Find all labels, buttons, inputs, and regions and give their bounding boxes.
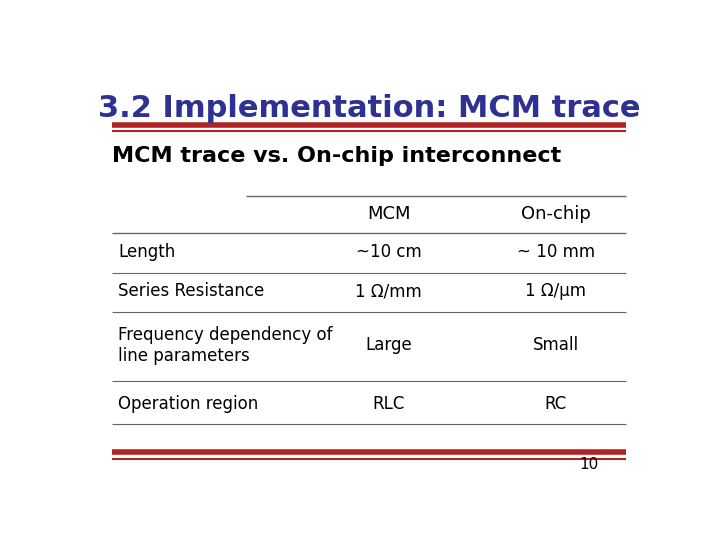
Text: 10: 10	[580, 457, 599, 472]
Text: Small: Small	[533, 336, 579, 354]
Text: 3.2 Implementation: MCM trace: 3.2 Implementation: MCM trace	[98, 94, 640, 123]
Text: MCM trace vs. On-chip interconnect: MCM trace vs. On-chip interconnect	[112, 146, 562, 166]
Text: Length: Length	[118, 243, 175, 261]
Text: Frequency dependency of
line parameters: Frequency dependency of line parameters	[118, 326, 333, 365]
Text: RC: RC	[545, 395, 567, 413]
Text: ~ 10 mm: ~ 10 mm	[517, 243, 595, 261]
Text: Operation region: Operation region	[118, 395, 258, 413]
Text: Series Resistance: Series Resistance	[118, 282, 264, 300]
Text: Large: Large	[365, 336, 412, 354]
Text: 1 Ω/mm: 1 Ω/mm	[355, 282, 422, 300]
Text: 1 Ω/μm: 1 Ω/μm	[526, 282, 586, 300]
Text: RLC: RLC	[372, 395, 405, 413]
Text: ~10 cm: ~10 cm	[356, 243, 421, 261]
Text: On-chip: On-chip	[521, 206, 591, 224]
Text: MCM: MCM	[366, 206, 410, 224]
